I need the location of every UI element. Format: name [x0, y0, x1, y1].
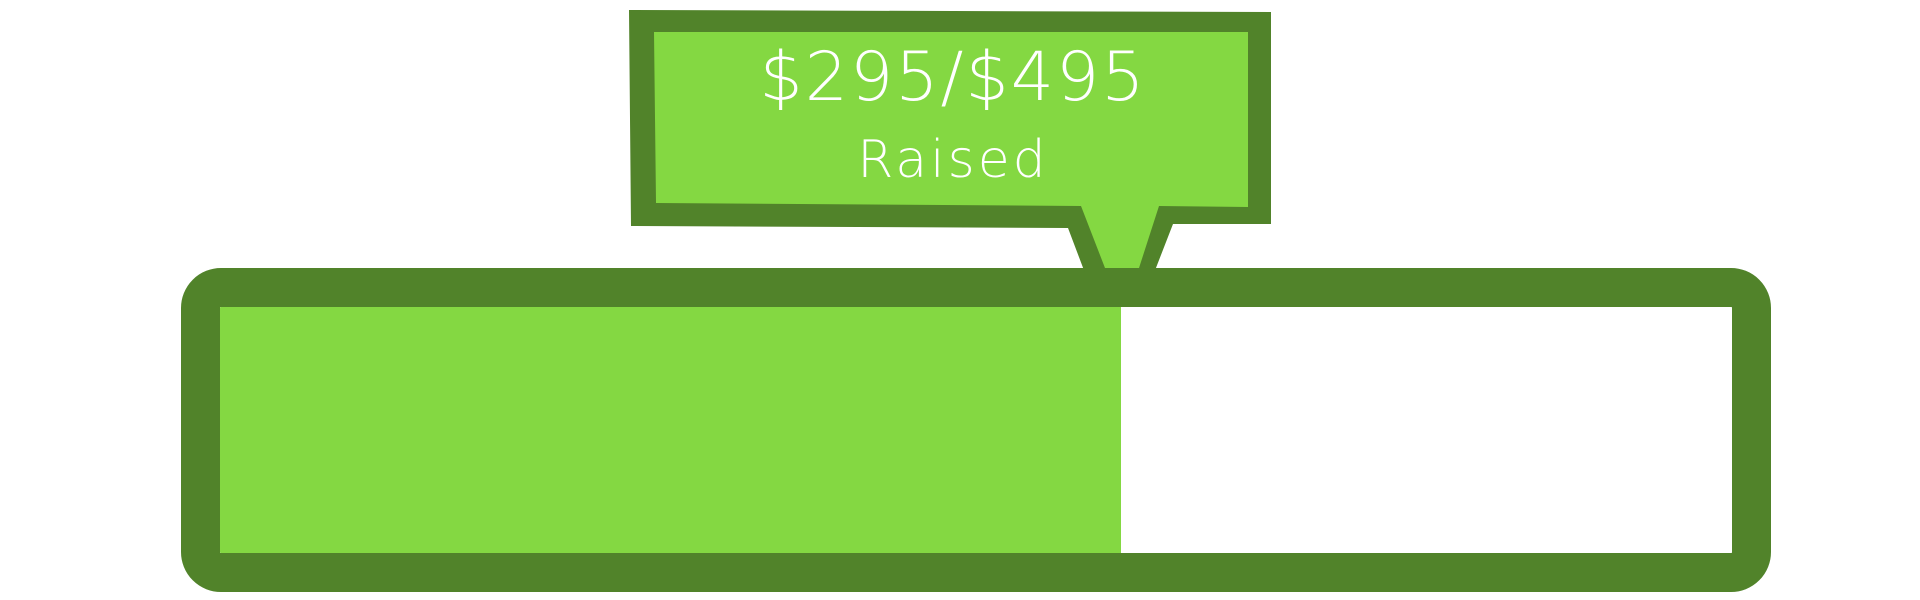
progress-fill	[220, 307, 1122, 553]
raised-label: Raised	[857, 130, 1049, 190]
callout-text: $295/$495 Raised	[656, 36, 1250, 192]
progress-bar	[181, 268, 1771, 592]
raised-amount: $295/$495	[759, 38, 1147, 117]
